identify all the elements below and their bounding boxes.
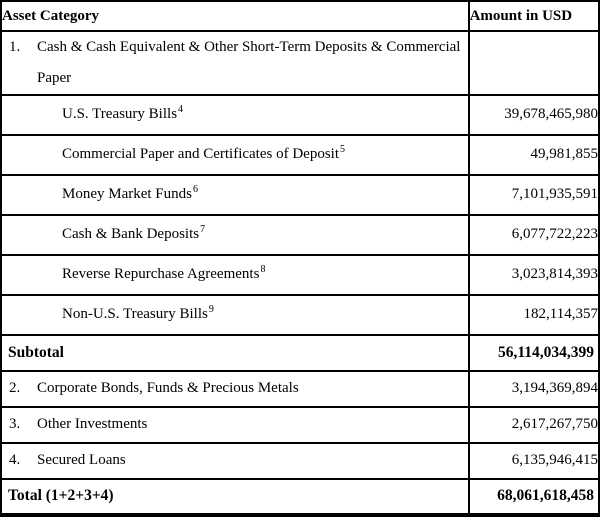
category-label-cell: 4. Secured Loans — [0, 441, 470, 480]
table-row-non-us-treasury-bills: Non-U.S. Treasury Bills9 182,114,357 — [0, 293, 600, 336]
table-row-category-2: 2. Corporate Bonds, Funds & Precious Meta… — [0, 369, 600, 408]
table-row-reverse-repurchase: Reverse Repurchase Agreements8 3,023,814… — [0, 253, 600, 296]
table-row-commercial-paper: Commercial Paper and Certificates of Dep… — [0, 133, 600, 176]
category-label: Other Investments — [37, 416, 148, 433]
amount-cell — [467, 30, 600, 96]
amount-cell: 3,194,369,894 — [467, 369, 600, 408]
subitem-label: U.S. Treasury Bills — [62, 106, 178, 123]
footnote-ref: 7 — [200, 224, 206, 236]
amount-cell: 7,101,935,591 — [467, 173, 600, 216]
table-row-category-4: 4. Secured Loans 6,135,946,415 — [0, 441, 600, 480]
category-label: Corporate Bonds, Funds & Precious Metals — [37, 380, 299, 397]
row-number: 4. — [9, 452, 21, 469]
table-row-cash-bank-deposits: Cash & Bank Deposits7 6,077,722,223 — [0, 213, 600, 256]
subitem-label-cell: Non-U.S. Treasury Bills9 — [0, 293, 470, 336]
row-number: 1. — [9, 39, 21, 55]
subitem-label-cell: Commercial Paper and Certificates of Dep… — [0, 133, 470, 176]
table-row-subtotal: Subtotal 56,114,034,399 — [0, 333, 600, 372]
category-label-cell: 1. Cash & Cash Equivalent & Other Short-T… — [0, 30, 470, 96]
footnote-ref: 9 — [208, 304, 214, 316]
subitem-label-cell: U.S. Treasury Bills4 — [0, 93, 470, 136]
subitem-label: Commercial Paper and Certificates of Dep… — [62, 146, 339, 163]
category-label-cell: 2. Corporate Bonds, Funds & Precious Meta… — [0, 369, 470, 408]
amount-cell: 182,114,357 — [467, 293, 600, 336]
total-label: Total (1+2+3+4) — [0, 477, 470, 516]
table-row-total: Total (1+2+3+4) 68,061,618,458 — [0, 477, 600, 516]
amount-cell: 6,135,946,415 — [467, 441, 600, 480]
subtotal-amount: 56,114,034,399 — [467, 333, 600, 372]
subtotal-label: Subtotal — [0, 333, 470, 372]
footnote-ref: 5 — [340, 144, 345, 156]
table-header-row: Asset Category Amount in USD — [0, 0, 600, 32]
category-label: Secured Loans — [37, 452, 126, 469]
subitem-label: Money Market Funds — [62, 186, 192, 203]
subitem-label: Non-U.S. Treasury Bills — [62, 306, 208, 323]
subitem-label: Reverse Repurchase Agreements — [62, 266, 260, 283]
amount-cell: 6,077,722,223 — [467, 213, 600, 256]
column-header-asset-category: Asset Category — [0, 0, 470, 32]
total-amount: 68,061,618,458 — [467, 477, 600, 516]
column-header-amount-usd: Amount in USD — [467, 0, 600, 32]
category-label: Cash & Cash Equivalent & Other Short-Ter… — [37, 39, 461, 86]
table-row-category-3: 3. Other Investments 2,617,267,750 — [0, 405, 600, 444]
footnote-ref: 4 — [178, 104, 184, 116]
category-label-cell: 3. Other Investments — [0, 405, 470, 444]
subitem-label-cell: Money Market Funds6 — [0, 173, 470, 216]
subitem-label-cell: Reverse Repurchase Agreements8 — [0, 253, 470, 296]
subitem-label-cell: Cash & Bank Deposits7 — [0, 213, 470, 256]
row-number: 2. — [9, 380, 21, 397]
amount-cell: 3,023,814,393 — [467, 253, 600, 296]
row-number: 3. — [9, 416, 21, 433]
table-row-category-1: 1. Cash & Cash Equivalent & Other Short-T… — [0, 30, 600, 96]
subitem-label: Cash & Bank Deposits — [62, 226, 200, 243]
table-row-money-market-funds: Money Market Funds6 7,101,935,591 — [0, 173, 600, 216]
footnote-ref: 8 — [260, 264, 266, 276]
table-row-us-treasury-bills: U.S. Treasury Bills4 39,678,465,980 — [0, 93, 600, 136]
amount-cell: 49,981,855 — [467, 133, 600, 176]
amount-cell: 2,617,267,750 — [467, 405, 600, 444]
footnote-ref: 6 — [193, 184, 198, 196]
amount-cell: 39,678,465,980 — [467, 93, 600, 136]
